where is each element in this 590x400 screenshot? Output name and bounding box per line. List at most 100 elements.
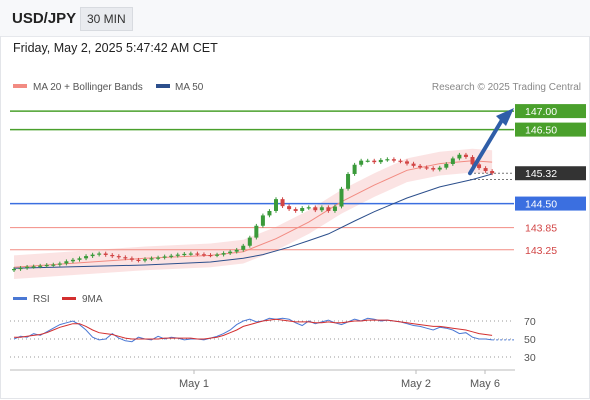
ma20-line [13,160,493,268]
candle [418,163,423,170]
candle-body [136,259,141,261]
candle-body [129,258,134,260]
legend-rsi-label: RSI [33,294,50,305]
candle [339,186,344,209]
level-label-2: 144.50 [525,199,557,211]
candle [490,169,495,176]
candle [398,158,403,164]
target-arrow [468,108,514,176]
candle-body [247,237,252,246]
candle [385,157,390,162]
candle [208,253,213,258]
x-label-1: May 2 [401,378,431,390]
legend-9ma-swatch [62,297,76,300]
candle [51,262,56,267]
candle [365,158,370,163]
target-arrow-head [496,108,514,127]
candle [18,266,23,271]
candle [31,264,36,269]
candle [300,206,305,213]
candle-body [398,160,403,162]
candle [483,166,488,173]
legend-ma50-swatch [156,84,170,88]
target-arrow-shaft [468,118,504,176]
candle-body [378,159,383,163]
candle [346,172,351,191]
candles [12,152,495,272]
candle-body [385,159,390,161]
candle [280,197,285,209]
candle-body [77,258,82,260]
ma50-line [13,173,493,269]
candle-body [90,254,95,257]
candle-body [215,254,220,256]
level-tag-0 [515,104,586,119]
legend-ma20-label: MA 20 + Bollinger Bands [33,82,143,93]
legend-ma50-label: MA 50 [175,82,204,93]
candle-body [12,269,16,271]
rsi-tick-0: 70 [524,316,536,328]
candle [260,213,265,228]
candle-body [365,160,370,162]
candle [97,251,102,257]
x-label-0: May 1 [179,378,209,390]
ma9-line [14,318,493,340]
candle [444,162,449,170]
candle [247,235,252,248]
candle-body [431,168,436,170]
candle-body [359,160,364,165]
candle [25,264,30,270]
timestamp: Friday, May 2, 2025 5:47:42 AM CET [13,41,218,55]
candle [293,207,298,213]
candle [77,256,82,262]
candle-body [477,164,482,169]
candle-body [182,253,187,256]
candle-body [188,253,193,255]
candle [477,162,482,170]
candle [129,256,134,262]
candle-body [38,265,43,267]
candle [57,261,62,267]
timeframe-button[interactable]: 30 MIN [80,7,133,31]
candle-body [201,254,206,256]
candle-body [470,156,475,165]
candle [332,204,337,213]
candle [450,156,455,166]
candle-body [457,154,462,159]
rsi-tick-2: 30 [524,352,536,364]
candle-body [51,264,56,266]
candle-body [149,258,154,260]
candle [405,159,409,166]
candle-body [162,256,167,258]
candle-body [84,256,89,259]
candle-body [57,263,62,265]
candle [326,205,331,213]
candle-body [450,158,455,164]
moving-averages [13,160,493,269]
candle [201,252,206,257]
bollinger-band-area [14,148,493,279]
candle [215,252,220,258]
candle [431,166,436,172]
candle-body [110,254,115,257]
candle [306,205,311,210]
candle [64,259,69,266]
candle [143,257,147,263]
candle [372,158,377,164]
candle [352,162,357,176]
chart-header: USD/JPY 30 MIN [0,0,590,37]
level-labels: 147.00 146.50 144.50 143.85 143.25 145.32 [515,104,586,257]
candle-body [70,259,75,262]
candle-body [260,215,265,226]
candle [391,157,396,163]
candle [267,209,272,218]
rsi-panel: 70 50 30 [10,316,536,364]
level-tag-1 [515,122,586,137]
symbol-title: USD/JPY [12,10,77,27]
candle [254,223,259,240]
candle-body [352,164,357,174]
candle [359,158,364,167]
level-label-0: 147.00 [525,106,557,118]
candle [116,254,121,260]
candle [319,205,324,213]
